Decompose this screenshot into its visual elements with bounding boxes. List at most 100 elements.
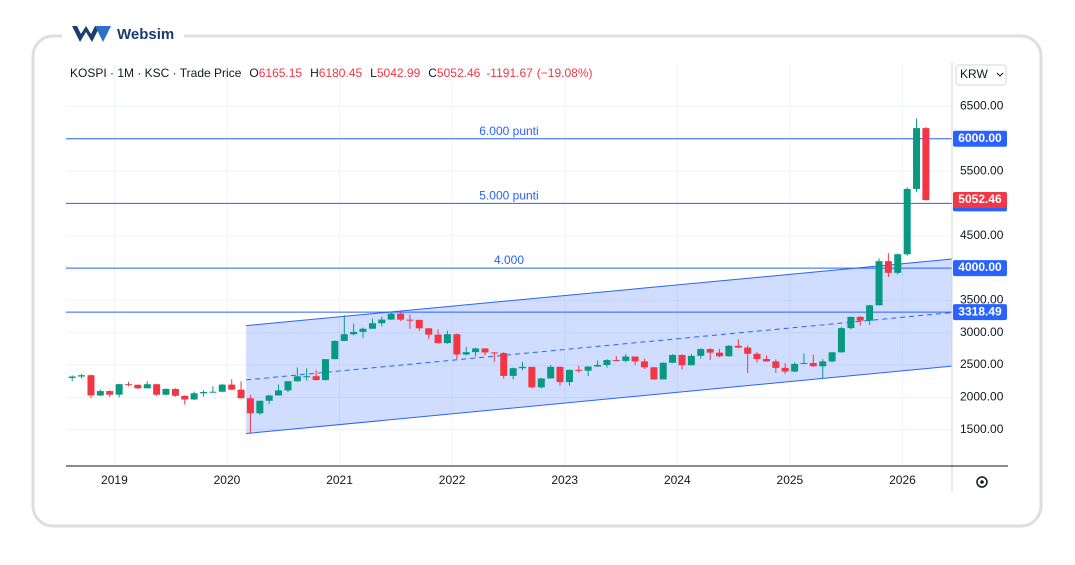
candle-body [143,384,151,389]
logo-icon [72,26,100,42]
candle-body [350,331,358,335]
candle-body [631,356,639,362]
symbol-info: KOSPI · 1M · KSC · Trade Price [70,66,242,80]
candle-body [96,391,104,396]
candle-body [415,319,423,329]
currency[interactable]: KRW [960,67,988,81]
x-tick-label: 2023 [551,473,578,487]
x-tick-label: 2024 [664,473,691,487]
candle-body [368,323,376,329]
x-tick-label: 2021 [326,473,353,487]
ohlc-key: L [370,66,377,80]
candle-body [490,352,498,354]
y-tick-label: 4500.00 [960,228,1004,242]
candle-body [669,355,677,363]
candle-body [209,391,217,393]
candle-body [594,364,602,367]
candle-body [453,334,461,355]
ohlc-key: O [249,66,258,80]
candle-body [697,349,705,356]
candle-body [753,353,761,360]
candle-body [847,316,855,329]
candle-body [762,359,770,362]
candle-body [509,368,517,376]
y-tick-label: 5500.00 [960,163,1004,177]
ohlc-value: 5052.46 [437,66,481,80]
price-badge [953,304,1007,321]
candle-body [190,393,198,400]
currency-select[interactable] [955,64,1007,86]
candle-body [603,360,611,365]
candle-body [884,261,892,273]
line-label: 5.000 punti [479,189,538,203]
candle-body [134,384,142,389]
candle-body [734,345,742,348]
candle-body [622,356,630,361]
candle-body [894,254,902,273]
line-label: 6.000 punti [479,124,538,138]
candle-body [293,376,301,382]
ohlc-key: H [310,66,319,80]
candle-body [472,348,480,353]
y-tick-label: 2500.00 [960,357,1004,371]
candle-body [78,375,86,377]
ohlc-value: 6180.45 [319,66,363,80]
candle-body [687,355,695,366]
candle-body [744,347,752,354]
price-badge [953,130,1007,147]
x-tick-label: 2022 [439,473,466,487]
candle-body [425,328,433,335]
candle-body [124,384,132,386]
settings-icon[interactable] [976,476,988,488]
candle-body [659,362,667,380]
candle-body [256,400,264,414]
legend-header: KOSPI · 1M · KSC · Trade Price O6165.15 H6… [70,66,593,80]
candle-body [181,395,189,400]
last-price-label: 5052.46 [958,192,1002,206]
candle-body [800,362,808,364]
candle-body [312,376,320,381]
channel-line [246,258,953,327]
candle-body [837,328,845,353]
candle-body [809,362,817,367]
candle-body [387,313,395,320]
candle-body [547,366,555,379]
ohlc-key: C [428,66,437,80]
y-tick-label: 1500.00 [960,422,1004,436]
y-tick-label: 6500.00 [960,99,1004,113]
candle-body [434,334,442,344]
price-badge-label: 3318.49 [958,304,1002,318]
candle-body [725,345,733,357]
candle-body [640,361,648,368]
candle-body [443,334,451,344]
candle-body [303,376,311,378]
candle-body [922,128,930,201]
candle-body [913,128,921,189]
candle-body [331,340,339,360]
brand: Websim [117,26,174,43]
candle-body [575,369,583,371]
candle-body [406,319,414,321]
candle-body [200,391,208,394]
price-badge [953,260,1007,277]
candle-body [519,366,527,369]
x-tick-label: 2025 [777,473,804,487]
candle-body [781,367,789,372]
candle-body [772,361,780,368]
candle-body [115,384,123,395]
settings-icon[interactable] [980,480,984,484]
x-tick-label: 2019 [101,473,128,487]
change: -1191.67 [486,66,533,80]
candle-body [678,355,686,366]
candle-body [153,384,161,395]
candle-body [228,384,236,390]
candle-body [218,384,226,392]
candle-body [791,363,799,372]
x-tick-label: 2026 [889,473,916,487]
candle-body [584,366,592,371]
candle-body [903,188,911,255]
candle-body [828,352,836,362]
candle-body [462,352,470,355]
dropdown-icon[interactable] [996,72,1004,77]
